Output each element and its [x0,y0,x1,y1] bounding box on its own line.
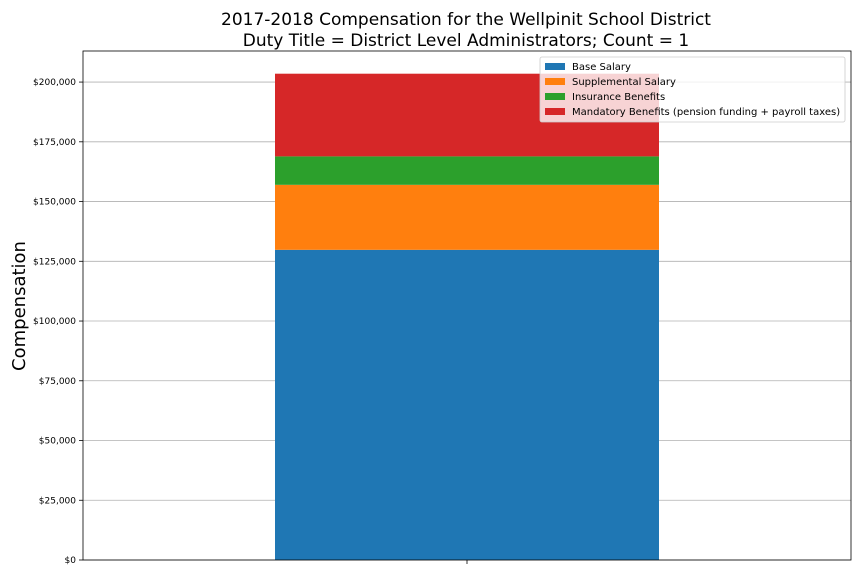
chart-subtitle: Duty Title = District Level Administrato… [243,31,689,51]
y-tick-label: $100,000 [33,317,76,327]
chart-title: 2017-2018 Compensation for the Wellpinit… [221,10,711,30]
bar-segment-insurance-benefits [275,156,659,185]
legend-label: Supplemental Salary [572,77,676,88]
y-tick-label: $175,000 [33,138,76,148]
legend-swatch [545,78,565,85]
axes [82,50,852,564]
legend-label: Base Salary [572,62,631,73]
y-tick-label: $75,000 [39,377,76,387]
legend: Base Salary Supplemental Salary Insurance … [539,56,846,123]
y-tick-label: $125,000 [33,257,76,267]
legend-swatch [545,108,565,115]
y-tick-label: $50,000 [39,437,76,447]
y-tick-labels: $0 $25,000 $50,000 $75,000 $100,000 $125,000 $… [33,78,83,566]
y-tick-label: $150,000 [33,198,76,208]
bar-segment-base-salary [275,249,659,560]
legend-swatch [545,93,565,100]
legend-label: Mandatory Benefits (pension funding + pa… [572,107,840,118]
y-tick-label: $200,000 [33,78,76,88]
legend-box [539,56,846,123]
y-tick-label: $25,000 [39,496,76,506]
bar-segment-supplemental-salary [275,184,659,250]
bar-stack [275,73,659,560]
y-tick-label: $0 [65,556,77,566]
y-axis-label: Compensation [9,241,30,371]
legend-label: Insurance Benefits [572,92,665,103]
plot-frame [82,50,852,561]
legend-swatch [545,63,565,70]
